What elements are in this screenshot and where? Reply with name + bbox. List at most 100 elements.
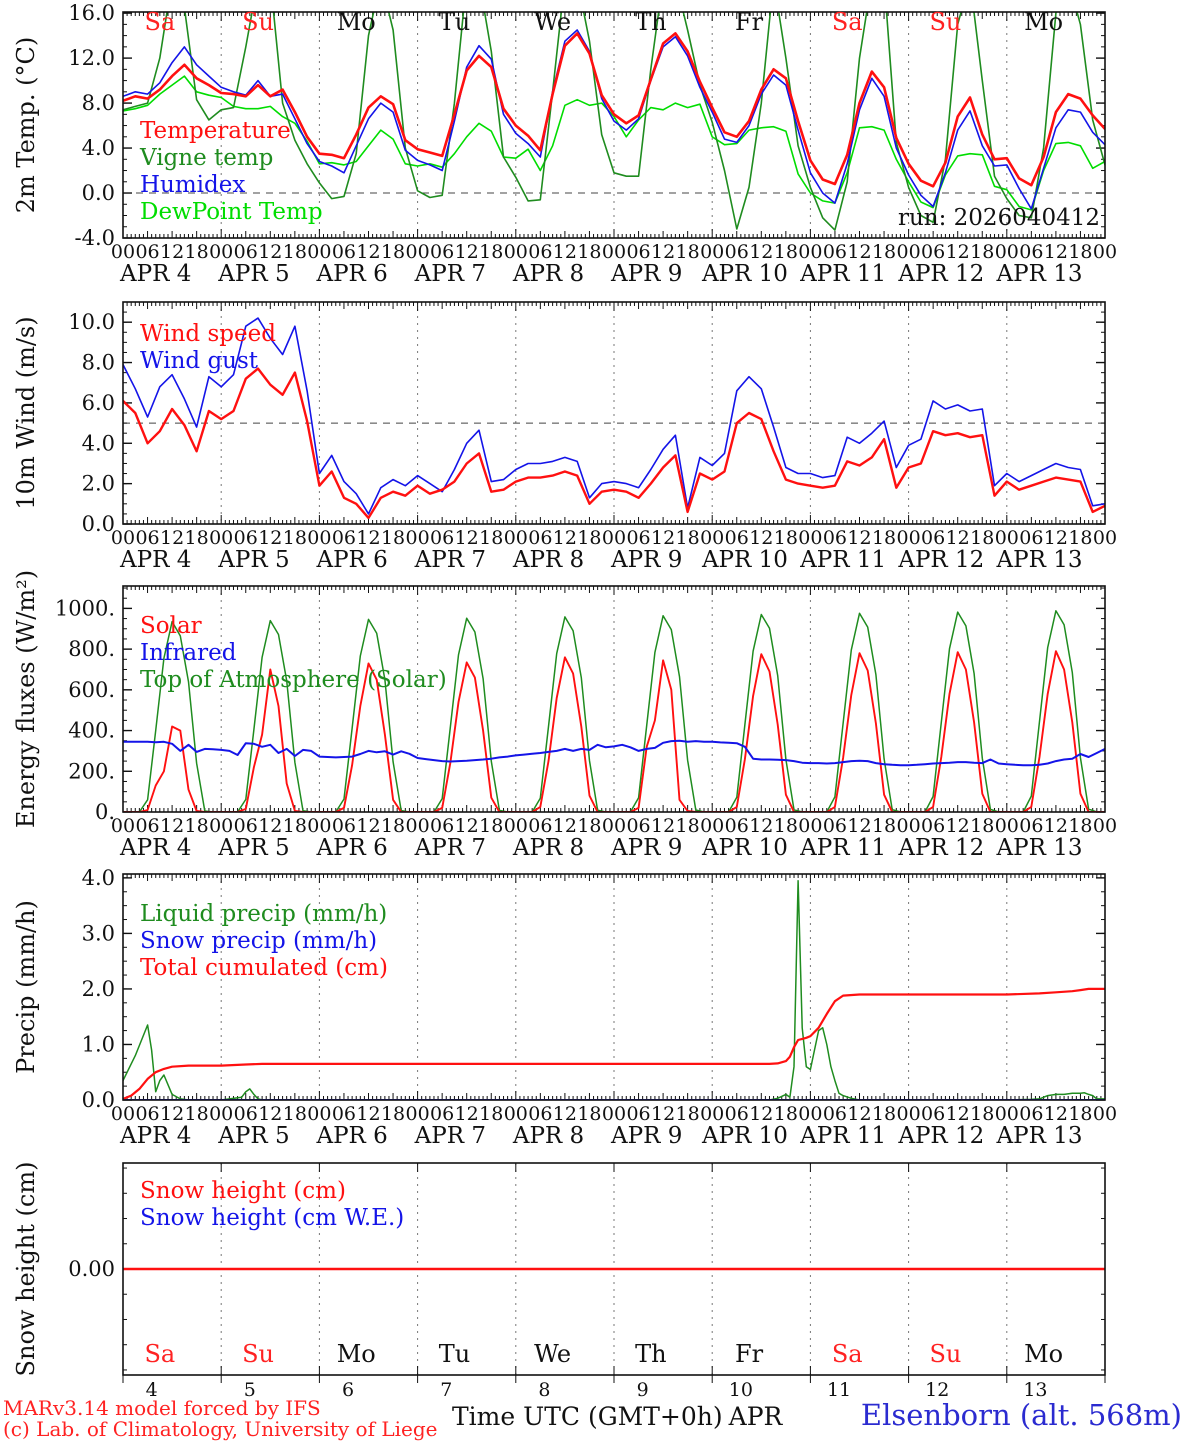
time-axis-title: Time UTC (GMT+0h) APR	[452, 1402, 782, 1431]
hour-tick-label: 06	[528, 241, 552, 263]
hour-tick-label: 00	[307, 1103, 331, 1125]
hour-tick-label: 00	[602, 815, 626, 837]
hour-tick-label: 18	[676, 241, 700, 263]
hour-tick-label: 18	[283, 241, 307, 263]
y-tick-label: -4.0	[75, 226, 116, 250]
hour-tick-label: 18	[283, 1103, 307, 1125]
y-tick-label: 6.0	[82, 391, 115, 415]
time-axis-title-text: Time UTC (GMT+0h)	[452, 1402, 723, 1431]
date-label: APR 6	[315, 261, 387, 287]
day-number-label: 10	[729, 1379, 753, 1400]
hour-tick-label: 00	[209, 527, 233, 549]
run-label: run: 2026040412	[898, 205, 1100, 231]
date-label: APR 4	[119, 835, 191, 861]
hour-tick-label: 06	[430, 815, 454, 837]
solar-line	[123, 650, 1105, 812]
hour-tick-label: 12	[651, 527, 675, 549]
date-label: APR 11	[799, 261, 886, 287]
y-axis-title: 2m Temp. (°C)	[12, 37, 40, 213]
legend-label: Solar	[140, 613, 202, 639]
y-axis-title: Snow height (cm)	[12, 1162, 40, 1377]
hour-tick-label: 12	[553, 815, 577, 837]
hour-tick-label: 18	[676, 527, 700, 549]
panel-frame	[122, 585, 1106, 813]
legend-label: Infrared	[140, 640, 237, 666]
humidex-line	[123, 29, 1105, 210]
hour-tick-label: 12	[455, 527, 479, 549]
hour-tick-label: 12	[1044, 527, 1068, 549]
hour-tick-label: 12	[749, 527, 773, 549]
y-tick-label: 10.0	[68, 310, 115, 334]
panel-frame	[122, 873, 1106, 1101]
hour-tick-label: 00	[897, 815, 921, 837]
date-label: APR 13	[996, 547, 1083, 573]
hour-tick-label: 06	[135, 1103, 159, 1125]
hour-tick-label: 06	[1019, 241, 1043, 263]
panel-frame	[122, 301, 1106, 525]
hour-tick-label: 18	[577, 241, 601, 263]
legend-label: Snow height (cm)	[140, 1178, 346, 1204]
hour-tick-label: 18	[970, 815, 994, 837]
date-label: APR 12	[897, 1123, 984, 1149]
hour-tick-label: 18	[185, 815, 209, 837]
hour-tick-label: 00	[700, 1103, 724, 1125]
date-label: APR 4	[119, 1123, 191, 1149]
hour-tick-label: 12	[847, 815, 871, 837]
hour-tick-label: 12	[455, 1103, 479, 1125]
y-tick-label: 1000.	[55, 596, 115, 620]
panel-frame	[122, 1162, 1106, 1376]
hour-tick-label: 12	[749, 815, 773, 837]
hour-tick-label: 06	[1019, 527, 1043, 549]
hour-tick-label: 00	[307, 815, 331, 837]
hour-tick-label: 06	[234, 1103, 258, 1125]
hour-tick-label: 06	[921, 241, 945, 263]
date-label: APR 12	[897, 547, 984, 573]
day-name-label: Mo	[337, 1340, 376, 1368]
day-name-label: Tu	[439, 8, 470, 36]
day-number-label: 4	[146, 1379, 158, 1400]
date-label: APR 11	[799, 547, 886, 573]
date-label: APR 5	[217, 547, 289, 573]
hour-tick-label: 18	[479, 241, 503, 263]
hour-tick-label: 12	[160, 241, 184, 263]
hour-tick-label: 18	[1068, 815, 1092, 837]
legend-label: Total cumulated (cm)	[140, 955, 388, 981]
hour-tick-label: 06	[823, 241, 847, 263]
hour-tick-label: 06	[921, 1103, 945, 1125]
day-name-label: Su	[242, 8, 274, 36]
date-label: APR 9	[610, 1123, 682, 1149]
hour-tick-label: 00	[995, 527, 1019, 549]
hour-tick-label: 12	[553, 527, 577, 549]
y-tick-label: 600.	[68, 678, 115, 702]
y-tick-label: 400.	[68, 719, 115, 743]
hour-tick-label: 12	[946, 1103, 970, 1125]
vigne-temp-line	[123, 12, 1105, 231]
precip-panel: 0.0 1.0 2.0 3.0 4.0 Precip (mm/h) Liquid preci…	[12, 866, 1117, 1149]
hour-tick-label: 12	[160, 1103, 184, 1125]
hour-tick-label: 06	[626, 241, 650, 263]
energy-flux-panel: 0. 200. 400. 600. 800. 1000. Energy fluxes (W/…	[12, 570, 1117, 861]
meteogram-svg: -4.0 0.0 4.0 8.0 12.0 16.0 2m Temp. (°C) Temper…	[12, 1, 1117, 1401]
toa-solar-line	[123, 610, 1105, 812]
y-tick-label: 3.0	[82, 921, 115, 945]
legend-label: Vigne temp	[139, 145, 273, 171]
day-number-label: 7	[440, 1379, 452, 1400]
date-label: APR 5	[217, 261, 289, 287]
day-name-label: We	[534, 8, 571, 36]
y-axis-title: Energy fluxes (W/m²)	[12, 570, 40, 828]
day-number-label: 8	[538, 1379, 550, 1400]
hour-tick-label: 06	[430, 1103, 454, 1125]
panel-frame	[122, 11, 1106, 239]
hour-tick-label: 18	[283, 815, 307, 837]
hour-tick-label: 00	[602, 527, 626, 549]
hour-tick-label: 18	[479, 815, 503, 837]
hour-tick-label: 12	[1044, 815, 1068, 837]
date-label: APR 11	[799, 835, 886, 861]
day-number-label: 5	[244, 1379, 256, 1400]
hour-tick-label: 00	[406, 815, 430, 837]
date-label: APR 5	[217, 835, 289, 861]
legend-label: Wind gust	[140, 348, 259, 374]
hour-tick-label: 12	[946, 527, 970, 549]
date-label: APR 4	[119, 547, 191, 573]
hour-tick-label: 12	[847, 241, 871, 263]
